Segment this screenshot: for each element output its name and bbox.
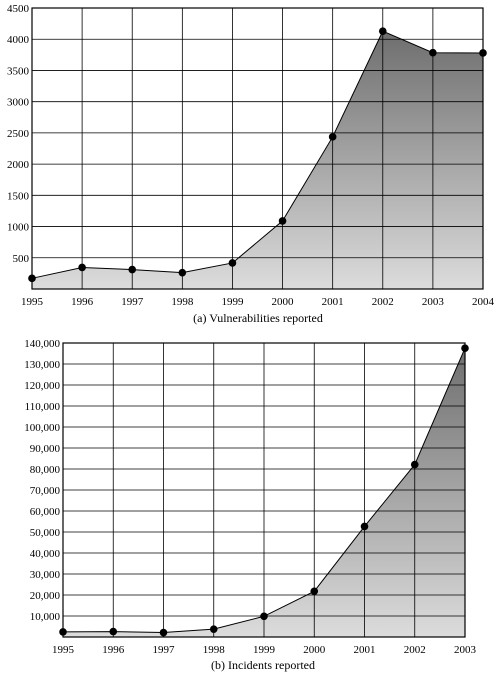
cb-ytick-label: 140,000 [24,338,60,350]
chart-a-caption: (a) Vulnerabilities reported [193,311,323,325]
incidents-chart: 10,000 20,000 30,000 40,000 50,000 60,000 70,0… [24,338,476,656]
ca-xtick-label: 2003 [422,296,445,308]
ca-xtick-label: 2000 [272,296,295,308]
cb-xtick-label: 1998 [203,644,226,656]
ca-ytick-label: 3000 [7,97,30,109]
ca-xtick-label: 2001 [322,296,344,308]
ca-ytick-label: 1000 [7,222,30,234]
ca-data-point [78,263,86,272]
cb-data-point [159,628,168,637]
cb-ytick-label: 90,000 [30,443,61,455]
ca-plot-frame [31,7,484,290]
cb-xtick-label: 1996 [102,644,125,656]
cb-data-point [410,460,419,469]
ca-ytick-label: 4000 [7,34,30,46]
cb-xtick-label: 1995 [52,644,75,656]
chart-b-caption: (b) Incidents reported [211,658,315,672]
cb-ytick-label: 60,000 [30,506,61,518]
cb-ytick-label: 130,000 [24,359,60,371]
cb-ytick-label: 110,000 [25,401,61,413]
cb-data-point [310,587,319,596]
cb-ytick-label: 70,000 [30,485,61,497]
cb-xtick-label: 2000 [303,644,326,656]
ca-series-line [31,30,484,279]
ca-xtick-label: 1995 [21,296,44,308]
cb-ytick-label: 10,000 [30,611,61,623]
vulnerabilities-chart: 500 1000 1500 2000 2500 3000 3500 4000 4500 1995 1… [7,3,495,308]
cb-ytick-label: 40,000 [30,548,61,560]
cb-xtick-label: 1997 [153,644,176,656]
ca-data-point [328,133,337,141]
ca-xtick-label: 2004 [472,296,495,308]
cb-plot-frame [62,342,466,638]
cb-ytick-label: 30,000 [30,569,61,581]
cb-xtick-label: 2001 [354,644,376,656]
ca-data-point [378,27,387,35]
ca-xtick-label: 1999 [221,296,244,308]
ca-data-point [128,265,137,274]
cb-data-point [209,625,218,633]
ca-ytick-label: 1500 [7,190,30,202]
ca-ytick-label: 4500 [7,3,30,15]
ca-xtick-label: 1998 [171,296,194,308]
ca-data-point [278,217,287,225]
ca-area [32,31,483,289]
cb-ytick-label: 50,000 [30,527,61,539]
ca-xtick-label: 1997 [121,296,144,308]
ca-data-point [178,268,187,277]
cb-data-point [109,627,118,636]
ca-data-point [228,259,237,267]
cb-data-point [260,612,268,621]
cb-ytick-label: 80,000 [30,464,61,476]
cb-data-point [360,522,369,531]
ca-xtick-label: 2002 [372,296,394,308]
cb-ytick-label: 20,000 [30,590,61,602]
ca-ytick-label: 2000 [7,159,30,171]
ca-ytick-label: 3500 [7,65,30,77]
ca-ytick-label: 500 [13,253,30,265]
ca-xtick-label: 1996 [71,296,94,308]
cb-ytick-label: 100,000 [24,422,60,434]
cb-xtick-label: 2003 [454,644,477,656]
cb-xtick-label: 1999 [253,644,276,656]
ca-ytick-label: 2500 [7,128,30,140]
cb-xtick-label: 2002 [404,644,426,656]
cb-ytick-label: 120,000 [24,380,60,392]
ca-data-point [429,48,437,57]
